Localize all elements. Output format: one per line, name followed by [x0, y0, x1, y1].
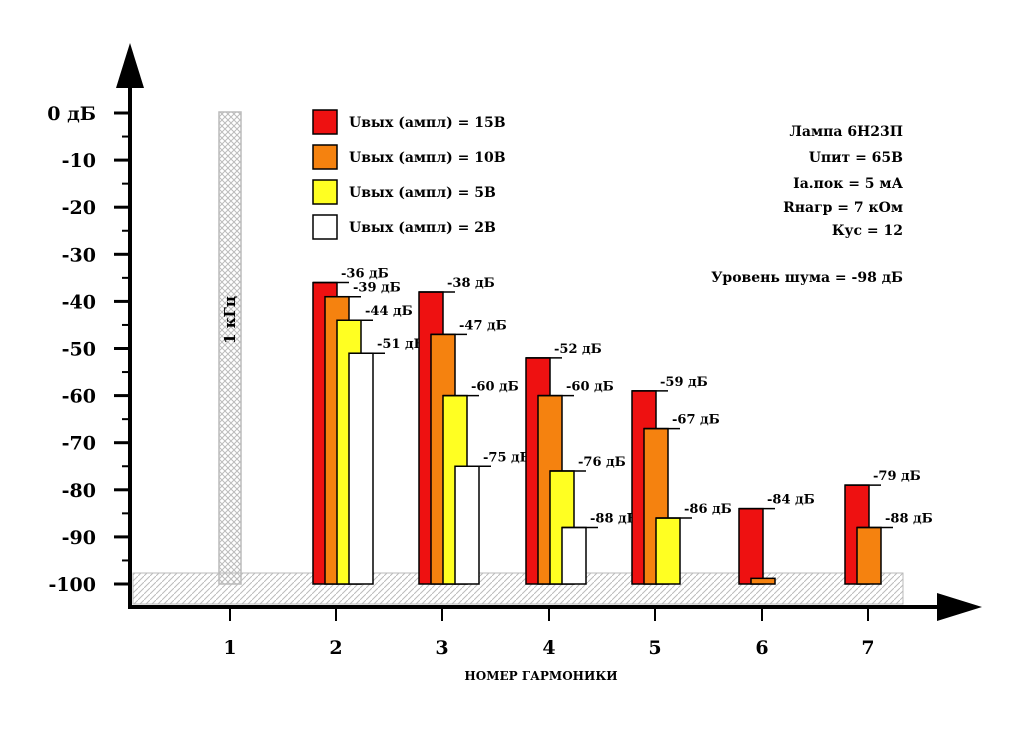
x-tick-label: 6 — [755, 637, 768, 659]
legend-label: Uвых (ампл) = 5В — [349, 185, 496, 201]
info-block: Лампа 6Н23П Uпит = 65В Iа.пок = 5 мА Rнагр … — [711, 124, 904, 286]
bar — [738, 507, 764, 585]
bars-layer: -36 дБ-39 дБ -44 дБ -51 дБ -38 дБ -47 дБ -60 … — [312, 267, 933, 585]
y-tick-label: -40 — [62, 291, 96, 313]
bar — [454, 465, 480, 585]
legend-swatch — [312, 179, 338, 205]
x-tick-label: 5 — [648, 637, 661, 659]
y-tick-label: -100 — [48, 574, 96, 596]
bar-value-label: -51 дБ — [377, 337, 425, 352]
bar-value-label: -47 дБ — [459, 318, 507, 333]
bar-value-label: -38 дБ — [447, 276, 495, 291]
bar-value-label: -60 дБ — [471, 380, 519, 395]
x-tick-label: 3 — [435, 637, 448, 659]
legend-swatch — [312, 214, 338, 240]
legend-swatch — [312, 109, 338, 135]
bar-value-label: -79 дБ — [873, 469, 921, 484]
info-line: Iа.пок = 5 мА — [793, 176, 903, 192]
bar-value-label: -67 дБ — [672, 413, 720, 428]
legend-swatch — [312, 144, 338, 170]
y-tick-label: -80 — [62, 480, 96, 502]
y-tick-label: -10 — [62, 150, 96, 172]
bar-value-label: -76 дБ — [578, 455, 626, 470]
bar-value-label: -75 дБ — [483, 450, 531, 465]
y-ticks: 0 дБ -10 -20 -30 -40 -50 -60 -70 -80 -90 -100 — [47, 103, 130, 596]
y-tick-label: -90 — [62, 527, 96, 549]
bar-value-label: -84 дБ — [767, 493, 815, 508]
bar — [750, 577, 776, 585]
legend-label: Uвых (ампл) = 10В — [349, 150, 506, 166]
info-line: Uпит = 65В — [809, 150, 903, 166]
info-line: Rнагр = 7 кОм — [783, 200, 903, 216]
legend-label: Uвых (ампл) = 2В — [349, 220, 496, 236]
y-axis-arrow — [116, 43, 144, 88]
info-line: Уровень шума = -98 дБ — [711, 270, 903, 286]
y-tick-label: 0 дБ — [47, 103, 96, 125]
bar — [655, 517, 681, 585]
axes — [116, 43, 982, 621]
info-line: Лампа 6Н23П — [790, 124, 903, 140]
x-axis-title: НОМЕР ГАРМОНИКИ — [464, 669, 617, 683]
x-tick-label: 4 — [542, 637, 555, 659]
bar-value-label: -39 дБ — [353, 281, 401, 296]
y-tick-label: -20 — [62, 197, 96, 219]
x-ticks: 1 2 3 4 5 6 7 — [223, 607, 875, 659]
fundamental-marker — [218, 111, 242, 585]
x-tick-label: 1 — [223, 637, 236, 659]
y-tick-label: -30 — [62, 244, 96, 266]
bar-value-label: -86 дБ — [684, 502, 732, 517]
x-tick-label: 2 — [329, 637, 342, 659]
bar-value-label: -88 дБ — [590, 511, 638, 526]
y-tick-label: -60 — [62, 386, 96, 408]
bar-value-label: -59 дБ — [660, 375, 708, 390]
legend-label: Uвых (ампл) = 15В — [349, 115, 506, 131]
x-axis-arrow — [937, 593, 982, 621]
info-line: Кус = 12 — [832, 223, 903, 239]
y-tick-label: -50 — [62, 339, 96, 361]
bar-value-label: -44 дБ — [365, 304, 413, 319]
y-tick-label: -70 — [62, 433, 96, 455]
x-tick-label: 7 — [861, 637, 874, 659]
bar — [561, 526, 587, 585]
bar-value-label: -88 дБ — [885, 511, 933, 526]
fundamental-label: 1 кГц — [221, 296, 239, 344]
legend: Uвых (ампл) = 15В Uвых (ампл) = 10В Uвых (… — [312, 109, 506, 240]
bar-value-label: -52 дБ — [554, 342, 602, 357]
bar — [348, 352, 374, 585]
bar-value-label: -60 дБ — [566, 380, 614, 395]
noise-floor-band — [132, 572, 904, 605]
bar — [856, 526, 882, 585]
bar-value-label: -36 дБ — [341, 267, 389, 282]
